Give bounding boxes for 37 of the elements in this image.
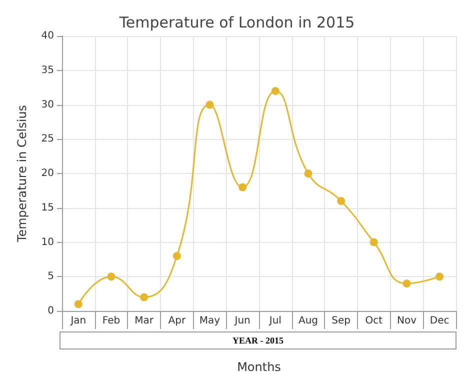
x-tick-label: Dec [430,316,450,326]
x-tick-label: Jan [70,316,86,326]
x-tick-label: Oct [365,316,383,326]
x-tick-label: Feb [102,316,120,326]
point [370,238,378,246]
y-tick-label: 5 [48,271,54,282]
x-tick-label: Sep [332,316,351,326]
point [436,272,444,281]
point [74,300,82,308]
y-tick-label: 15 [41,202,54,214]
point [271,87,280,95]
text: YEAR - 2015 [232,336,284,346]
x-tick-label: Aug [298,316,318,326]
y-axis-title: Temperature in Celsius [15,104,29,244]
point [238,183,247,192]
point [206,100,214,109]
point [107,272,116,281]
point [172,252,181,260]
y-tick-label: 25 [41,134,54,145]
x-tick-label: Mar [134,316,154,326]
point [402,280,411,288]
x-tick-label: May [199,316,220,326]
point [140,293,148,302]
y-tick-label: 35 [41,64,54,76]
x-axis-title: Months [237,360,281,374]
point [337,197,346,205]
chart-title: Temperature of London in 2015 [118,14,355,32]
y-tick-label: 10 [41,236,54,248]
y-tick-label: 30 [41,99,54,110]
point [304,170,312,178]
y-tick-label: 40 [41,30,54,42]
y-tick-label: 20 [41,168,54,179]
y-tick-label: 0 [48,306,54,316]
x-tick-label: Jun [234,316,250,326]
x-tick-label: Apr [168,316,186,326]
x-tick-label: Nov [396,316,417,326]
x-tick-label: Jul [268,316,282,326]
